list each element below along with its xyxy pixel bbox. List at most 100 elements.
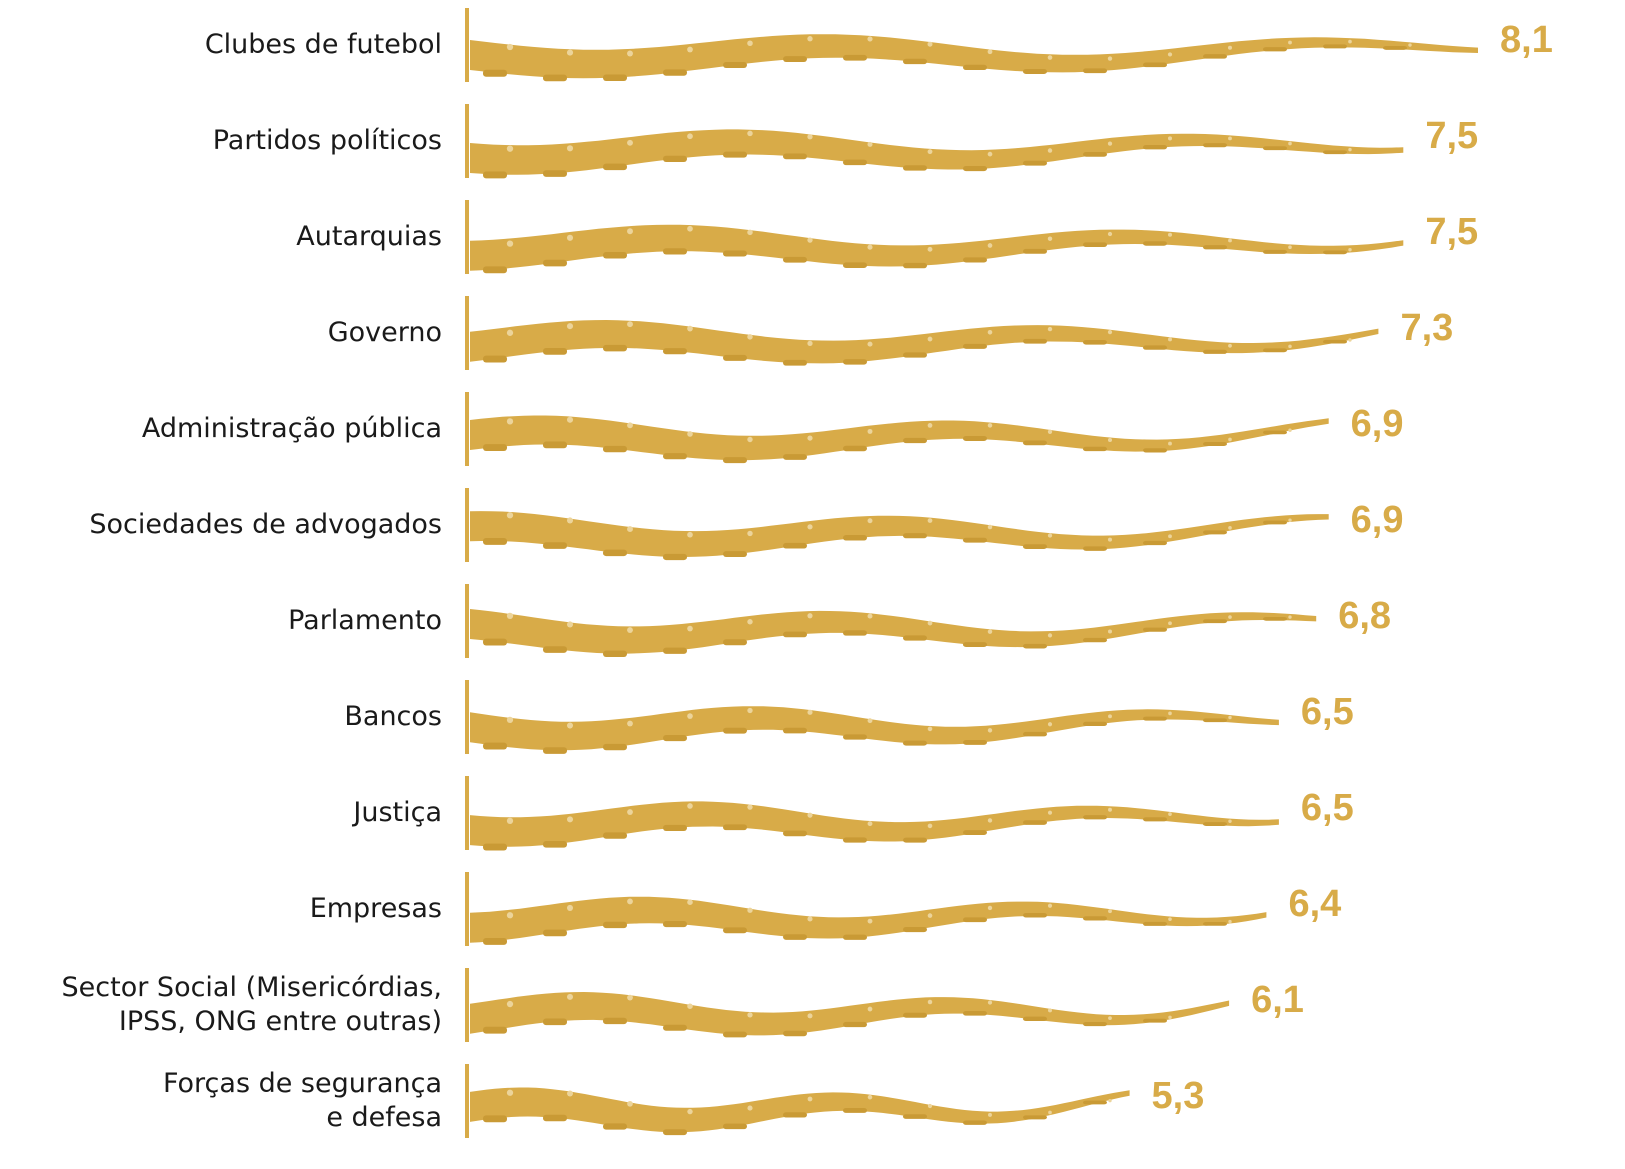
sucker <box>483 538 507 545</box>
sucker <box>543 929 567 937</box>
sucker <box>663 69 687 76</box>
sucker <box>903 1114 927 1119</box>
value-label: 6,4 <box>1288 883 1341 925</box>
value-label: 8,1 <box>1500 19 1553 61</box>
sucker <box>1143 448 1167 453</box>
sucker <box>663 920 687 928</box>
category-label: Justiça <box>353 797 442 828</box>
dot <box>867 141 873 147</box>
sucker <box>1023 160 1047 166</box>
dot <box>867 244 873 250</box>
sucker <box>483 638 507 646</box>
dot <box>627 228 633 235</box>
dot <box>927 336 933 342</box>
dot <box>807 1096 813 1102</box>
dot <box>627 422 633 429</box>
sucker <box>663 553 687 561</box>
sucker <box>663 1024 687 1031</box>
dot <box>807 134 813 140</box>
sucker <box>723 1031 747 1038</box>
sucker <box>543 259 567 267</box>
sucker <box>1203 718 1227 723</box>
dot <box>627 898 633 905</box>
sucker <box>783 934 807 940</box>
dot <box>1047 1008 1053 1013</box>
sucker <box>1083 68 1107 74</box>
dot <box>627 994 633 1001</box>
dot <box>506 43 514 51</box>
dot <box>867 341 873 347</box>
sucker <box>663 453 687 460</box>
sucker <box>843 445 867 452</box>
sucker <box>1143 241 1167 246</box>
sucker <box>1083 815 1107 820</box>
dot <box>1168 812 1172 816</box>
sucker <box>903 837 927 843</box>
dot <box>566 722 574 729</box>
sucker <box>1323 250 1347 255</box>
sucker <box>723 639 747 646</box>
dot <box>867 1006 873 1012</box>
sucker <box>1083 446 1107 452</box>
sucker <box>1023 1115 1047 1120</box>
dot <box>807 524 813 530</box>
value-label: 7,5 <box>1425 115 1478 157</box>
dot <box>566 49 574 56</box>
value-label: 5,3 <box>1152 1075 1205 1117</box>
sucker <box>1023 820 1047 825</box>
dot <box>807 237 813 243</box>
category-label: Sociedades de advogados <box>89 509 442 540</box>
dot <box>1047 722 1053 727</box>
dot <box>1108 714 1112 719</box>
dot <box>1107 437 1113 443</box>
dot <box>867 718 873 724</box>
value-label: 6,5 <box>1301 787 1354 829</box>
sucker <box>843 837 867 843</box>
sucker <box>1323 44 1347 49</box>
sucker <box>903 58 927 65</box>
dot <box>687 431 693 437</box>
dot <box>987 728 993 733</box>
dot <box>1288 428 1292 432</box>
dot <box>988 1112 992 1117</box>
sucker <box>903 165 927 171</box>
dot <box>1348 338 1352 342</box>
sucker <box>483 171 507 179</box>
category-label: Partidos políticos <box>212 125 442 156</box>
sucker <box>483 937 507 945</box>
dot <box>687 133 693 140</box>
sucker <box>783 727 807 734</box>
sucker <box>1203 54 1227 59</box>
dot <box>1047 429 1053 434</box>
dot <box>1348 39 1352 44</box>
sucker <box>483 266 507 274</box>
sucker <box>1323 150 1347 155</box>
dot <box>987 629 993 634</box>
sucker <box>843 630 867 636</box>
sucker <box>963 257 987 263</box>
dot <box>1348 248 1352 252</box>
category-label: Forças de segurança e defesa <box>162 1068 442 1133</box>
dot <box>506 418 514 425</box>
dot <box>747 334 753 340</box>
dot <box>1228 715 1232 720</box>
dot <box>566 816 574 823</box>
dot <box>1228 615 1232 619</box>
sucker <box>1083 1021 1107 1027</box>
dot <box>807 916 813 922</box>
sucker <box>603 344 627 352</box>
sucker <box>1263 348 1287 353</box>
sucker <box>1023 338 1047 344</box>
dot <box>1168 441 1172 446</box>
category-label: Clubes de futebol <box>204 29 442 60</box>
sucker <box>1263 47 1287 52</box>
dot <box>1228 238 1232 243</box>
sucker <box>1203 619 1227 624</box>
sucker <box>843 1021 867 1028</box>
dot <box>567 1090 573 1097</box>
sucker <box>543 348 567 355</box>
sucker <box>663 734 687 742</box>
dot <box>927 620 933 626</box>
bar <box>470 706 1279 751</box>
